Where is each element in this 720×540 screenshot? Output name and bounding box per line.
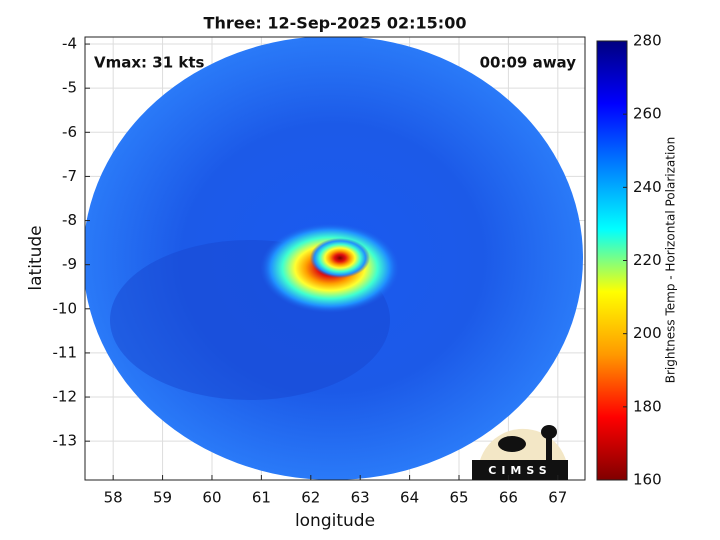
colorbar-label: Brightness Temp - Horizontal Polarizatio… [664, 137, 678, 384]
chart-title: Three: 12-Sep-2025 02:15:00 [204, 14, 467, 33]
colorbar-tick-label: 160 [633, 471, 662, 489]
y-tick-label: -5 [62, 79, 77, 97]
x-tick-label: 64 [400, 489, 419, 507]
x-tick-label: 66 [499, 489, 518, 507]
y-tick-label: -6 [62, 123, 77, 141]
logo-text: CIMSS [488, 464, 551, 477]
x-tick-label: 65 [449, 489, 468, 507]
colorbar-tick-label: 260 [633, 105, 662, 123]
colorbar-tick-label: 200 [633, 324, 662, 342]
logo-dish [498, 436, 526, 452]
annotation: Vmax: 31 kts [94, 54, 204, 72]
x-tick-label: 58 [104, 489, 123, 507]
annotation: 00:09 away [480, 54, 577, 72]
logo-tower [546, 436, 552, 460]
plot-frame [84, 36, 586, 481]
y-axis-label: latitude [26, 225, 46, 290]
y-tick-label: -7 [62, 167, 77, 185]
y-tick-label: -8 [62, 211, 77, 229]
y-tick-label: -11 [53, 343, 78, 361]
colorbar-tick-label: 220 [633, 251, 662, 269]
y-tick-label: -10 [53, 299, 78, 317]
x-tick-label: 63 [351, 489, 370, 507]
colorbar [596, 40, 628, 481]
logo-bar [472, 460, 568, 480]
x-axis-label: longitude [295, 511, 375, 531]
x-tick-label: 62 [301, 489, 320, 507]
logo: CIMSS [472, 425, 568, 480]
logo-tank [541, 425, 557, 439]
x-tick-label: 67 [548, 489, 567, 507]
x-tick-label: 59 [153, 489, 172, 507]
x-tick-label: 61 [252, 489, 271, 507]
storm-core [310, 238, 370, 278]
y-tick-label: -12 [53, 388, 78, 406]
colorbar-tick-label: 180 [633, 397, 662, 415]
y-tick-label: -13 [53, 432, 78, 450]
y-tick-label: -9 [62, 255, 77, 273]
x-tick-label: 60 [202, 489, 221, 507]
y-tick-label: -4 [62, 35, 77, 53]
colorbar-tick-label: 240 [633, 178, 662, 196]
plot-layer [85, 37, 585, 480]
colorbar-tick-label: 280 [633, 32, 662, 50]
